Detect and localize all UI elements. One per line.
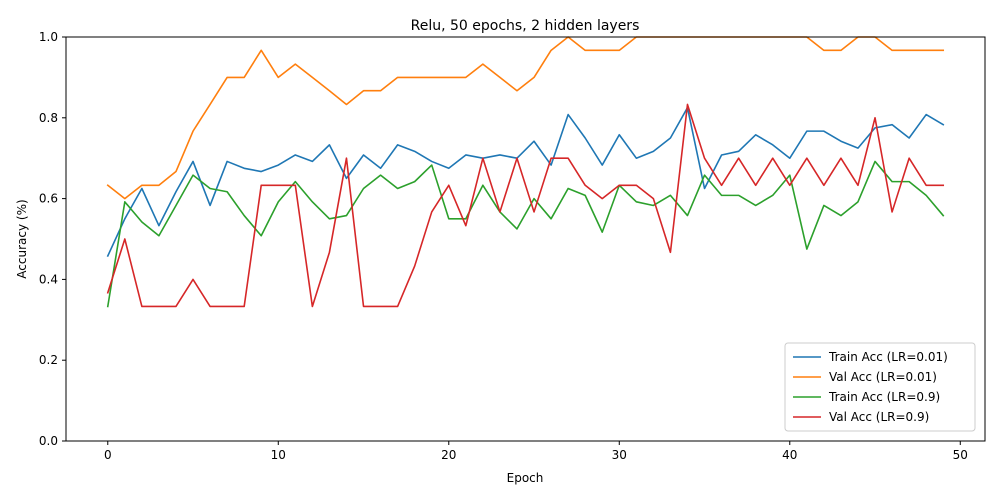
- x-tick-label: 20: [441, 448, 456, 462]
- y-tick-label: 1.0: [39, 30, 58, 44]
- y-tick-label: 0.0: [39, 434, 58, 448]
- y-tick-label: 0.6: [39, 192, 58, 206]
- series-line-train-acc-lr-0-01: [106, 106, 945, 258]
- legend-label: Train Acc (LR=0.01): [828, 350, 948, 364]
- x-tick-label: 0: [104, 448, 112, 462]
- y-tick-label: 0.2: [39, 353, 58, 367]
- x-tick-label: 50: [953, 448, 968, 462]
- x-tick-label: 40: [782, 448, 797, 462]
- x-axis-ticks: 0 10 20 30 40 50: [104, 441, 968, 462]
- x-tick-label: 30: [612, 448, 627, 462]
- legend-label: Train Acc (LR=0.9): [828, 390, 940, 404]
- legend: Train Acc (LR=0.01) Val Acc (LR=0.01) Trai…: [784, 342, 976, 432]
- y-axis-ticks: 0.0 0.2 0.4 0.6 0.8 1.0: [39, 30, 66, 448]
- x-axis-label: Epoch: [507, 471, 544, 485]
- x-tick-label: 10: [271, 448, 286, 462]
- series-line-train-acc-lr-0-9: [106, 160, 945, 308]
- chart-title: Relu, 50 epochs, 2 hidden layers: [411, 18, 640, 34]
- plot-area-frame: [65, 36, 986, 442]
- series-line-val-acc-lr-0-9: [106, 103, 945, 308]
- legend-label: Val Acc (LR=0.9): [829, 410, 929, 424]
- legend-label: Val Acc (LR=0.01): [829, 370, 937, 384]
- y-tick-label: 0.8: [39, 111, 58, 125]
- legend-box: [784, 342, 976, 432]
- y-tick-label: 0.4: [39, 272, 58, 286]
- y-axis-label: Accuracy (%): [15, 199, 29, 278]
